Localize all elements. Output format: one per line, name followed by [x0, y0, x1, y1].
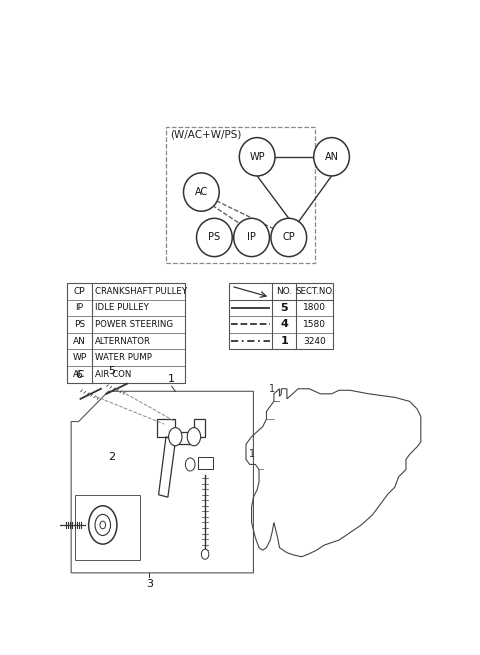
Text: AN: AN	[73, 337, 86, 346]
Text: AC: AC	[73, 370, 85, 379]
Text: IP: IP	[247, 233, 256, 242]
Ellipse shape	[183, 173, 219, 212]
Text: 5: 5	[108, 366, 116, 376]
Text: IP: IP	[75, 303, 84, 312]
Text: AIR CON: AIR CON	[95, 370, 131, 379]
Text: IDLE PULLEY: IDLE PULLEY	[95, 303, 148, 312]
Text: 2: 2	[108, 452, 116, 462]
Polygon shape	[198, 457, 213, 470]
Text: (W/AC+W/PS): (W/AC+W/PS)	[170, 129, 241, 139]
Text: ALTERNATOR: ALTERNATOR	[95, 337, 151, 346]
Text: 5: 5	[280, 303, 288, 313]
Text: AC: AC	[195, 187, 208, 197]
Text: 1800: 1800	[303, 303, 326, 312]
Ellipse shape	[240, 138, 275, 176]
Text: PS: PS	[208, 233, 220, 242]
Text: 3240: 3240	[303, 337, 326, 346]
Text: CP: CP	[74, 287, 85, 295]
Text: CP: CP	[282, 233, 295, 242]
Circle shape	[168, 428, 182, 446]
Text: 6: 6	[75, 369, 82, 380]
Ellipse shape	[196, 218, 232, 257]
Circle shape	[89, 506, 117, 544]
Ellipse shape	[314, 138, 349, 176]
Circle shape	[95, 514, 110, 536]
Text: 4: 4	[280, 320, 288, 329]
Text: WP: WP	[249, 152, 265, 162]
Text: 1580: 1580	[303, 320, 326, 329]
Text: 1: 1	[269, 384, 275, 394]
Text: NO.: NO.	[276, 287, 292, 295]
Text: WP: WP	[72, 353, 87, 362]
Ellipse shape	[271, 218, 307, 257]
Ellipse shape	[234, 218, 269, 257]
Text: 1: 1	[249, 449, 255, 459]
Text: AN: AN	[324, 152, 338, 162]
Text: 1: 1	[280, 336, 288, 346]
Text: PS: PS	[74, 320, 85, 329]
Text: 3: 3	[146, 579, 153, 589]
Text: CRANKSHAFT PULLEY: CRANKSHAFT PULLEY	[95, 287, 187, 295]
Text: 1: 1	[168, 374, 175, 384]
Circle shape	[185, 458, 195, 471]
Circle shape	[202, 549, 209, 559]
Text: POWER STEERING: POWER STEERING	[95, 320, 173, 329]
Text: WATER PUMP: WATER PUMP	[95, 353, 152, 362]
Text: SECT.NO.: SECT.NO.	[295, 287, 335, 295]
Circle shape	[187, 428, 201, 446]
